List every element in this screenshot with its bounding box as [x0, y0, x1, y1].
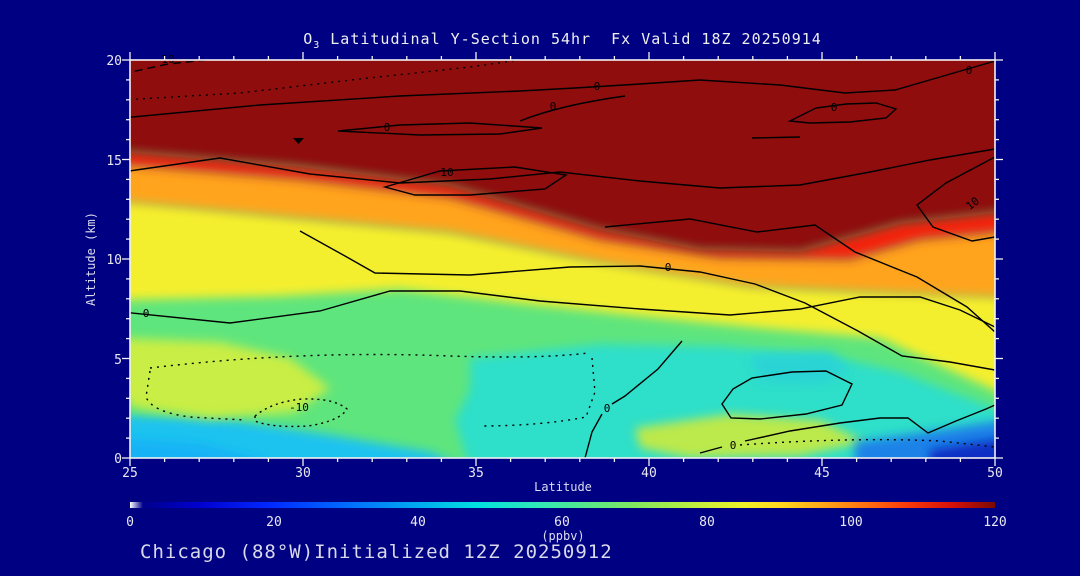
colorbar-tick: 40	[410, 515, 426, 530]
colorbar-tick: 120	[983, 515, 1006, 530]
colorbar-strip	[130, 502, 995, 508]
colorbar-tick: 100	[839, 515, 862, 530]
init-info-text: Chicago (88°W)Initialized 12Z 20250912	[140, 541, 613, 563]
contour-label: 0	[604, 402, 611, 415]
colorbar-tick-labels: 0 20 40 60 80 100 120	[126, 515, 1007, 530]
filled-contour-field	[130, 60, 995, 458]
contour-label: 10	[440, 166, 453, 179]
contour-label: 10	[963, 194, 981, 212]
overlay-contour-lines	[130, 60, 995, 458]
x-tick-label: 50	[987, 466, 1003, 481]
x-axis-tick-labels: 25 30 35 40 45 50	[122, 466, 1003, 481]
x-tick-label: 45	[814, 466, 830, 481]
plot-title: O3 Latitudinal Y-Section 54hr Fx Valid 1…	[130, 30, 995, 51]
title-text: Latitudinal Y-Section 54hr Fx Valid 18Z …	[320, 30, 822, 48]
y-axis-label: Altitude (km)	[84, 212, 98, 306]
x-tick-label: 40	[641, 466, 657, 481]
x-tick-label: 35	[468, 466, 484, 481]
y-tick-label: 5	[114, 353, 122, 368]
contour-label: 0	[550, 100, 557, 113]
colorbar-tick: 80	[699, 515, 715, 530]
y-axis-tick-labels: 0 5 10 15 20	[106, 54, 122, 467]
contour-label: 0	[594, 80, 601, 93]
contour-label: 0	[831, 101, 838, 114]
y-tick-label: 10	[106, 253, 122, 268]
title-subscript: 3	[313, 40, 321, 51]
axis-ticks	[122, 52, 1003, 466]
contour-label: 0	[384, 121, 391, 134]
colorbar: 0 20 40 60 80 100 120 (ppbv)	[126, 502, 1007, 543]
contour-marker	[293, 138, 304, 144]
colorbar-tick: 0	[126, 515, 134, 530]
y-tick-label: 20	[106, 54, 122, 69]
contour-label: 0	[966, 64, 973, 77]
y-tick-label: 0	[114, 452, 122, 467]
x-tick-label: 25	[122, 466, 138, 481]
x-axis-label: Latitude	[534, 480, 592, 494]
colorbar-tick: 60	[554, 515, 570, 530]
contour-label: 0	[143, 307, 150, 320]
colorbar-tick: 20	[266, 515, 282, 530]
x-tick-label: 30	[295, 466, 311, 481]
y-tick-label: 15	[106, 154, 122, 169]
colorbar-unit: (ppbv)	[541, 529, 584, 543]
contour-label: -10	[289, 401, 309, 414]
title-element: O	[303, 30, 314, 48]
contour-label: 0	[665, 261, 672, 274]
contour-label: 0	[730, 439, 737, 452]
